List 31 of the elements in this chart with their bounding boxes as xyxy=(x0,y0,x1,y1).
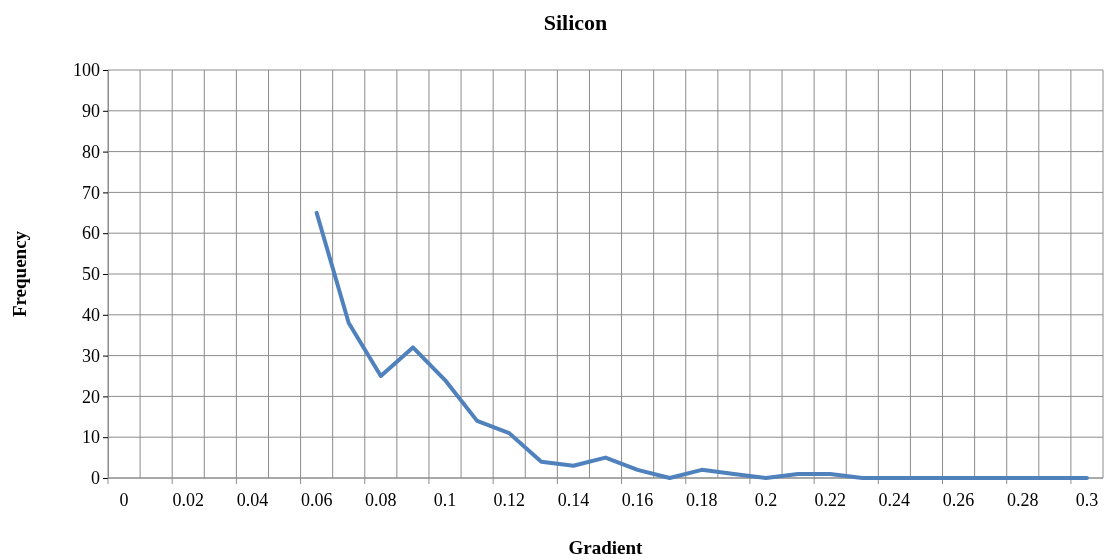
x-tick-label: 0.22 xyxy=(814,490,846,510)
y-tick-label: 10 xyxy=(82,427,100,448)
y-tick-label: 100 xyxy=(73,60,100,81)
x-axis-title: Gradient xyxy=(568,537,644,558)
y-tick-label: 0 xyxy=(91,468,100,489)
x-tick-label: 0.28 xyxy=(1007,490,1039,510)
x-tick-label: 0.04 xyxy=(236,490,269,510)
x-tick-label: 0.12 xyxy=(493,490,525,510)
x-tick-label: 0.1 xyxy=(433,490,457,510)
y-axis-title: Frequency xyxy=(9,230,30,318)
x-tick-label: 0.18 xyxy=(686,490,718,510)
y-tick-label: 30 xyxy=(82,345,100,366)
x-tick-label: 0.16 xyxy=(621,490,654,510)
chart-title: Silicon xyxy=(543,10,608,35)
x-tick-label: 0.2 xyxy=(754,490,778,510)
x-tick-label: 0.3 xyxy=(1075,490,1099,510)
y-tick-label: 80 xyxy=(82,141,100,162)
y-tick-label: 50 xyxy=(82,264,100,285)
x-tick-label: 0.14 xyxy=(557,490,590,510)
y-tick-label: 90 xyxy=(82,101,100,122)
x-tick-label: 0.02 xyxy=(172,490,204,510)
x-tick-label: 0.08 xyxy=(365,490,397,510)
y-tick-label: 20 xyxy=(82,386,100,407)
x-tick-label: 0.24 xyxy=(878,490,911,510)
line-series xyxy=(314,210,1089,480)
y-tick-label: 70 xyxy=(82,182,100,203)
x-tick-label: 0.26 xyxy=(942,490,975,510)
y-tick-label: 60 xyxy=(82,223,100,244)
x-tick-label: 0.06 xyxy=(300,490,333,510)
y-tick-label: 40 xyxy=(82,305,100,326)
x-tick-label: 0 xyxy=(119,490,129,510)
